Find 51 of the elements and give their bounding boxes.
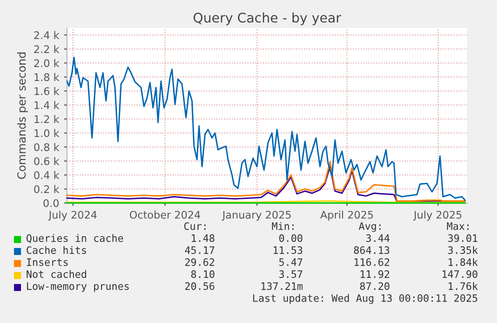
chart-title: Query Cache - by year — [194, 12, 342, 26]
line-series — [66, 56, 466, 201]
text: 1.48 — [192, 234, 214, 242]
y-tick-label: 1.4 k — [34, 101, 60, 109]
text: 11.92 — [360, 270, 390, 278]
y-tick-label: 0.2 k — [34, 185, 60, 194]
text: 20.56 — [185, 282, 214, 290]
x-tick-label: January 2025 — [222, 210, 291, 221]
y-tick-label: 1.8 k — [34, 73, 60, 82]
legend-label: Queries in cache — [26, 234, 124, 244]
text: Cur: — [184, 222, 206, 230]
y-tick-label: 2.0 k — [34, 59, 60, 68]
text: 116.62 — [354, 258, 390, 266]
y-tick-label: 2.4 k — [34, 31, 60, 39]
text: 39.01 — [448, 234, 478, 242]
y-axis-title: Commands per second — [17, 52, 28, 179]
y-tick-label: 0.4 k — [34, 171, 60, 180]
y-tick-label: 0.6 k — [34, 157, 60, 166]
text: 1.84k — [448, 258, 478, 266]
legend-label: Low-memory prunes — [27, 282, 129, 292]
text: Max: — [447, 222, 469, 230]
text: 137.21m — [261, 282, 303, 290]
y-tick-label: 0.8 k — [34, 143, 60, 152]
legend-label: Inserts — [26, 258, 68, 266]
text: 5.47 — [279, 258, 302, 266]
x-tick-label: July 2025 — [413, 210, 462, 221]
legend-label: Not cached — [26, 270, 86, 278]
text: 8.10 — [191, 270, 214, 278]
text: Last update: Wed Aug 13 00:00:11 2025 — [253, 294, 478, 304]
text: Avg: — [358, 222, 381, 232]
x-tick-label: July 2024 — [48, 210, 97, 221]
y-tick-label: 1.0 k — [34, 129, 60, 138]
y-tick-label: 2.2 k — [34, 45, 60, 53]
y-tick-label: 1.2 k — [34, 115, 60, 123]
text: 864.13 — [354, 246, 390, 254]
text: 3.35k — [448, 246, 478, 254]
y-tick-label: 0.0 — [43, 199, 59, 208]
text: 87.20 — [360, 282, 390, 290]
x-tick-label: October 2024 — [130, 210, 200, 219]
text: 0.00 — [279, 234, 302, 242]
text: 1.76k — [448, 282, 478, 290]
text: 3.44 — [366, 234, 390, 242]
legend-label: Cache hits — [26, 246, 86, 254]
text: 147.90 — [442, 270, 478, 278]
text: 11.53 — [274, 246, 302, 254]
text: Min: — [272, 222, 294, 230]
y-tick-label: 1.6 k — [34, 87, 60, 96]
text: 45.17 — [184, 246, 214, 254]
x-tick-label: April 2025 — [320, 210, 373, 221]
text: 3.57 — [279, 270, 302, 278]
text: 29.62 — [185, 258, 214, 266]
